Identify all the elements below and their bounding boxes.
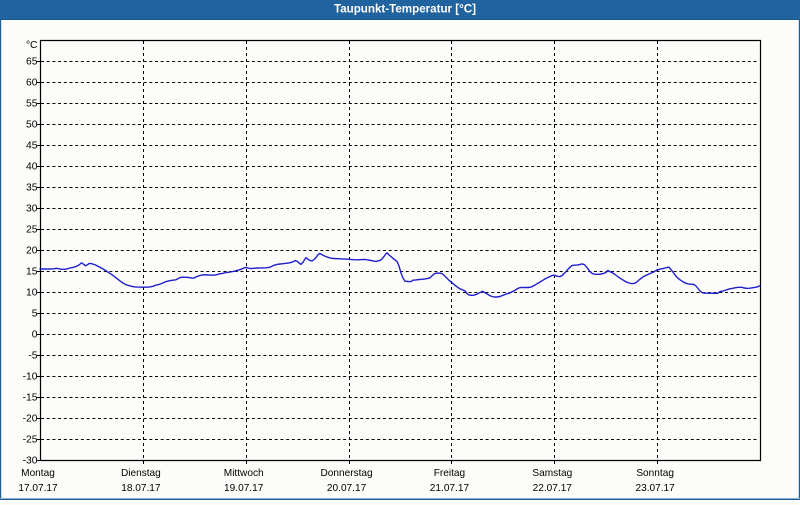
svg-text:30: 30 xyxy=(26,204,38,215)
svg-text:18.07.17: 18.07.17 xyxy=(121,483,161,494)
svg-text:20.07.17: 20.07.17 xyxy=(327,483,367,494)
svg-text:10: 10 xyxy=(26,288,38,299)
svg-text:-5: -5 xyxy=(28,351,37,362)
svg-text:35: 35 xyxy=(26,183,38,194)
svg-text:0: 0 xyxy=(32,330,38,341)
svg-text:20: 20 xyxy=(26,246,38,257)
svg-text:17.07.17: 17.07.17 xyxy=(18,483,58,494)
svg-text:-20: -20 xyxy=(23,414,38,425)
svg-text:Mittwoch: Mittwoch xyxy=(224,468,264,479)
svg-text:40: 40 xyxy=(26,162,38,173)
svg-text:-10: -10 xyxy=(23,372,38,383)
svg-text:Montag: Montag xyxy=(21,468,55,479)
svg-text:5: 5 xyxy=(32,309,38,320)
svg-text:Sonntag: Sonntag xyxy=(636,468,674,479)
svg-text:23.07.17: 23.07.17 xyxy=(635,483,675,494)
svg-text:Taupunkt-Temperatur [°C]: Taupunkt-Temperatur [°C] xyxy=(334,2,476,15)
svg-text:Samstag: Samstag xyxy=(532,468,572,479)
svg-text:25: 25 xyxy=(26,225,38,236)
svg-text:Freitag: Freitag xyxy=(434,468,465,479)
svg-text:-15: -15 xyxy=(23,393,38,404)
svg-text:65: 65 xyxy=(26,57,38,68)
svg-text:19.07.17: 19.07.17 xyxy=(224,483,264,494)
svg-text:-25: -25 xyxy=(23,435,38,446)
svg-text:55: 55 xyxy=(26,99,38,110)
svg-text:-30: -30 xyxy=(23,456,38,467)
svg-text:21.07.17: 21.07.17 xyxy=(430,483,470,494)
svg-text:°C: °C xyxy=(26,40,38,51)
svg-text:Dienstag: Dienstag xyxy=(121,468,161,479)
svg-text:Donnerstag: Donnerstag xyxy=(320,468,372,479)
svg-text:22.07.17: 22.07.17 xyxy=(533,483,573,494)
svg-text:15: 15 xyxy=(26,267,38,278)
svg-text:45: 45 xyxy=(26,141,38,152)
svg-text:60: 60 xyxy=(26,78,38,89)
svg-text:50: 50 xyxy=(26,120,38,131)
